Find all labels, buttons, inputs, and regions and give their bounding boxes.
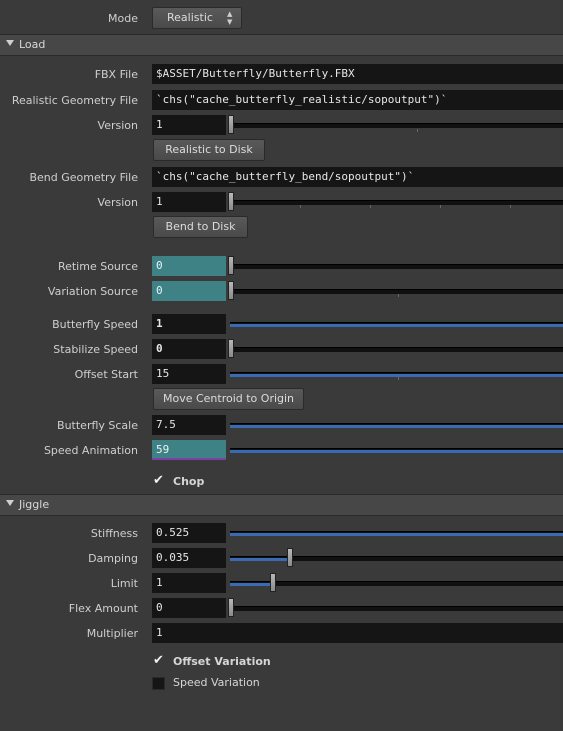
retime-source-slider-handle[interactable]	[228, 256, 234, 275]
section-load-title: Load	[19, 38, 46, 51]
move-centroid-to-origin-button[interactable]: Move Centroid to Origin	[153, 388, 304, 410]
version-bend-field[interactable]: 1	[152, 192, 226, 212]
speed-animation-label: Speed Animation	[43, 444, 138, 457]
offset-start-slider-fill	[230, 374, 563, 377]
realistic-geometry-file-field[interactable]: `chs("cache_butterfly_realistic/sopoutpu…	[152, 90, 563, 110]
version-bend-tick	[370, 205, 371, 208]
variation-source-tick	[398, 294, 399, 297]
triangle-down-icon	[6, 40, 14, 46]
speed-variation-label: Speed Variation	[173, 676, 260, 689]
speed-variation-checkbox[interactable]	[152, 677, 165, 690]
realistic-geometry-file-label: Realistic Geometry File	[11, 94, 138, 107]
stabilize-speed-label: Stabilize Speed	[53, 343, 138, 356]
bend-geometry-file-field[interactable]: `chs("cache_butterfly_bend/sopoutput")`	[152, 167, 563, 187]
realistic-to-disk-button[interactable]: Realistic to Disk	[153, 139, 265, 161]
flex-amount-label: Flex Amount	[68, 602, 138, 615]
retime-source-slider-track[interactable]	[230, 264, 563, 269]
version-realistic-slider-track[interactable]	[230, 123, 563, 128]
chop-checkbox[interactable]: ✔	[152, 473, 166, 489]
version-bend-tick	[300, 205, 301, 208]
butterfly-speed-slider-fill	[230, 324, 563, 327]
stabilize-speed-field[interactable]: 0	[152, 339, 226, 359]
stabilize-speed-slider-track[interactable]	[230, 347, 563, 352]
mode-value: Realistic	[167, 11, 213, 24]
limit-slider-handle[interactable]	[270, 573, 276, 592]
retime-source-field[interactable]: 0	[152, 256, 226, 276]
butterfly-speed-label: Butterfly Speed	[52, 318, 138, 331]
speed-animation-field[interactable]: 59	[152, 440, 226, 460]
stiffness-slider-track[interactable]	[230, 531, 563, 536]
offset-variation-checkbox[interactable]: ✔	[152, 653, 166, 669]
limit-field[interactable]: 1	[152, 573, 226, 593]
version-bend-label: Version	[97, 196, 138, 209]
version-bend-tick	[510, 205, 511, 208]
offset-start-slider-track[interactable]	[230, 372, 563, 377]
version-realistic-slider-handle[interactable]	[228, 115, 234, 134]
section-jiggle-title: Jiggle	[19, 498, 50, 511]
fbx-file-label: FBX File	[94, 68, 138, 81]
damping-label: Damping	[88, 552, 138, 565]
variation-source-label: Variation Source	[47, 285, 138, 298]
speed-animation-slider-fill	[230, 450, 563, 453]
butterfly-scale-slider-track[interactable]	[230, 423, 563, 428]
butterfly-scale-label: Butterfly Scale	[57, 419, 138, 432]
bend-to-disk-button[interactable]: Bend to Disk	[153, 216, 248, 238]
section-jiggle[interactable]: Jiggle	[0, 494, 563, 516]
butterfly-speed-field[interactable]: 1	[152, 314, 226, 334]
stabilize-speed-slider-handle[interactable]	[228, 339, 234, 358]
version-bend-slider-handle[interactable]	[228, 192, 234, 211]
limit-slider-fill	[230, 583, 271, 586]
version-realistic-field[interactable]: 1	[152, 115, 226, 135]
stiffness-label: Stiffness	[90, 527, 138, 540]
checkmark-icon: ✔	[153, 473, 164, 488]
limit-slider-track[interactable]	[230, 581, 563, 586]
variation-source-field[interactable]: 0	[152, 281, 226, 301]
damping-field[interactable]: 0.035	[152, 548, 226, 568]
flex-amount-field[interactable]: 0	[152, 598, 226, 618]
multiplier-field[interactable]: 1	[152, 623, 563, 643]
damping-slider-track[interactable]	[230, 556, 563, 561]
version-bend-tick	[440, 205, 441, 208]
damping-slider-fill	[230, 558, 288, 561]
section-load[interactable]: Load	[0, 34, 563, 56]
offset-start-field[interactable]: 15	[152, 364, 226, 384]
speed-animation-slider-track[interactable]	[230, 448, 563, 453]
up-down-arrows-icon: ▲ ▼	[227, 10, 233, 26]
mode-dropdown[interactable]: Realistic ▲ ▼	[152, 7, 242, 29]
multiplier-label: Multiplier	[86, 627, 138, 640]
fbx-file-field[interactable]: $ASSET/Butterfly/Butterfly.FBX	[152, 64, 563, 84]
triangle-down-icon	[6, 500, 14, 506]
version-realistic-label: Version	[97, 119, 138, 132]
stiffness-field[interactable]: 0.525	[152, 523, 226, 543]
version-bend-slider-track[interactable]	[230, 200, 563, 205]
version-realistic-tick	[417, 129, 418, 132]
chop-label: Chop	[173, 475, 205, 488]
butterfly-scale-slider-fill	[230, 425, 563, 428]
damping-slider-handle[interactable]	[287, 548, 293, 567]
variation-source-slider-handle[interactable]	[228, 281, 234, 300]
flex-amount-slider-handle[interactable]	[228, 598, 234, 617]
offset-start-label: Offset Start	[74, 368, 138, 381]
offset-variation-label: Offset Variation	[173, 655, 271, 668]
mode-label: Mode	[108, 12, 138, 25]
stiffness-slider-fill	[230, 533, 563, 536]
retime-source-label: Retime Source	[57, 260, 138, 273]
checkmark-icon: ✔	[153, 653, 164, 668]
variation-source-slider-track[interactable]	[230, 289, 563, 294]
flex-amount-slider-track[interactable]	[230, 606, 563, 611]
butterfly-speed-slider-track[interactable]	[230, 322, 563, 327]
butterfly-scale-field[interactable]: 7.5	[152, 415, 226, 435]
limit-label: Limit	[110, 577, 138, 590]
bend-geometry-file-label: Bend Geometry File	[29, 171, 138, 184]
offset-start-tick	[398, 377, 399, 380]
